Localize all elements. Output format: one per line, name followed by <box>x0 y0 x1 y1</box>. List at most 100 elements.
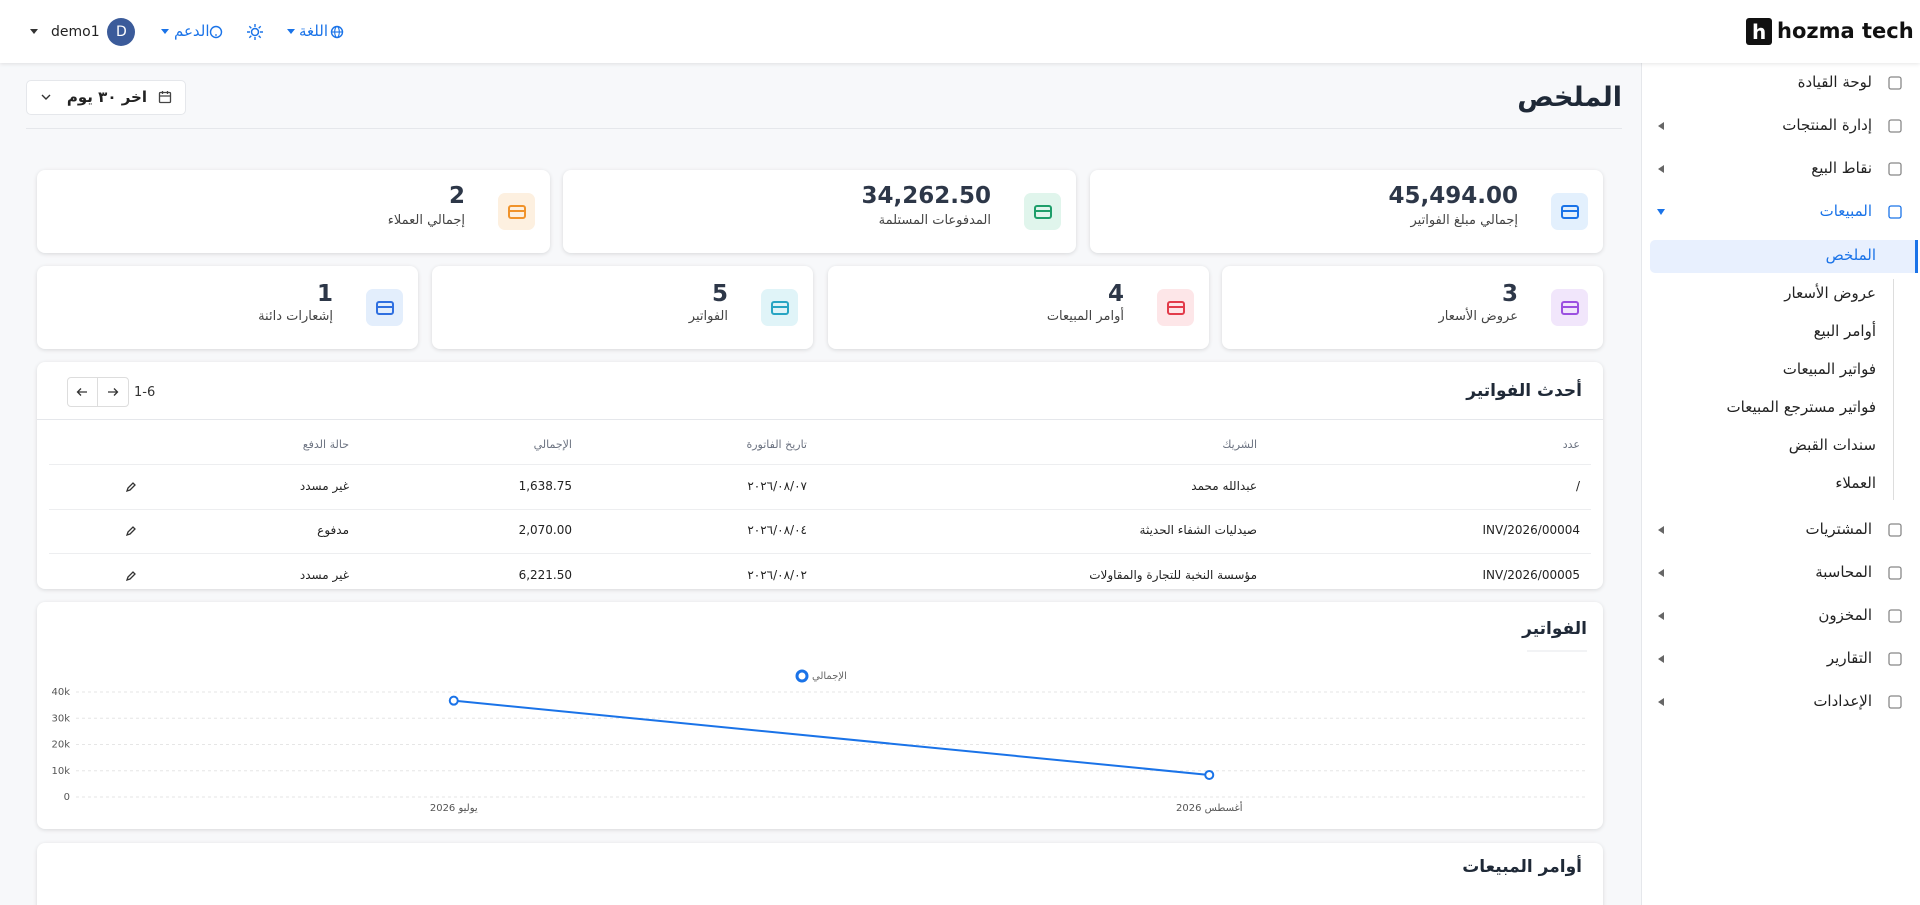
nav-item[interactable]: المبيعات <box>1819 202 1872 220</box>
support-link[interactable]: الدعم <box>174 22 210 40</box>
user-name[interactable]: demo1 <box>51 24 100 40</box>
prev-page-button[interactable] <box>67 377 98 407</box>
kpi-card: 4 أوامر المبيعات <box>828 266 1209 349</box>
kpi-label: إجمالي العملاء <box>387 213 465 228</box>
period-selector[interactable]: اخر ٣٠ يوم <box>26 80 186 115</box>
table-cell: INV/2026/00005 <box>1482 568 1580 582</box>
edit-button[interactable] <box>125 481 137 493</box>
table-title: أحدث الفواتير <box>1466 381 1582 401</box>
nav-item[interactable]: لوحة القيادة <box>1797 73 1872 91</box>
nav-caret <box>1658 698 1664 706</box>
kpi-card: 45,494.00 إجمالي مبلغ الفواتير <box>1090 170 1603 253</box>
y-tick-label: 20k <box>51 740 70 751</box>
nav-icon <box>1888 205 1902 219</box>
kpi-card: 5 الفواتير <box>432 266 813 349</box>
caret-shape <box>1658 655 1664 663</box>
nav-item[interactable]: نقاط البيع <box>1811 159 1872 177</box>
language-link[interactable]: اللغة <box>299 22 328 40</box>
kpi-icon <box>761 289 798 326</box>
submenu-item[interactable]: الملخص <box>1825 246 1876 264</box>
period-label: اخر ٣٠ يوم <box>66 88 147 106</box>
submenu-item[interactable]: فواتير مسترجع المبيعات <box>1726 398 1876 416</box>
nav-item[interactable]: المخزون <box>1818 606 1872 624</box>
legend-marker <box>795 669 809 683</box>
kpi-icon-glyph <box>1561 205 1579 219</box>
arrow-right <box>108 388 119 396</box>
invoices-chart: الفواتير 0 10k 20k 30k 40k يوليو 2026 أغسطس 20… <box>51 619 1587 814</box>
avatar[interactable]: D <box>107 18 135 46</box>
theme-toggle[interactable] <box>246 23 264 41</box>
table-cell: 2,070.00 <box>518 523 572 537</box>
kpi-value: 2 <box>448 183 465 209</box>
table-cell: / <box>1575 479 1580 493</box>
caret-shape <box>1658 122 1664 130</box>
chart-title: الفواتير <box>1521 619 1587 639</box>
kpi-icon <box>1024 193 1061 230</box>
nav-item[interactable]: المشتريات <box>1805 520 1872 538</box>
language-caret <box>287 29 295 34</box>
table-cell: مدفوع <box>317 523 349 537</box>
nav-icon-shape <box>1888 119 1902 133</box>
nav-item[interactable]: إدارة المنتجات <box>1782 116 1872 134</box>
kpi-label: إجمالي مبلغ الفواتير <box>1410 213 1519 228</box>
caret-shape <box>1658 569 1664 577</box>
nav-icon <box>1888 566 1902 580</box>
period-chevron <box>41 94 51 100</box>
kpi-icon-glyph <box>376 301 394 315</box>
nav-caret <box>1658 612 1664 620</box>
arrow-left <box>76 388 87 396</box>
y-tick-label: 0 <box>64 792 70 803</box>
kpi-icon-glyph <box>1561 301 1579 315</box>
edit-button[interactable] <box>125 570 137 582</box>
submenu-item[interactable]: العملاء <box>1835 474 1876 492</box>
nav-icon <box>1888 162 1902 176</box>
submenu-item[interactable]: فواتير المبيعات <box>1782 360 1876 378</box>
x-tick-label: يوليو 2026 <box>430 803 478 814</box>
nav-icon-shape <box>1888 652 1902 666</box>
nav-icon-shape <box>1888 76 1902 90</box>
active-submenu-bg <box>1650 240 1918 273</box>
kpi-icon-glyph <box>771 301 789 315</box>
column-header: الشريك <box>1222 438 1257 451</box>
column-header: تاريخ الفاتورة <box>746 438 807 451</box>
logo-mark: h <box>1752 20 1767 44</box>
table-cell: ٢٠٢٦/٠٨/٠٤ <box>747 523 807 537</box>
table-cell: 1,638.75 <box>518 479 572 493</box>
support-caret <box>161 29 169 34</box>
nav-item[interactable]: المحاسبة <box>1815 563 1872 581</box>
calendar-icon <box>158 91 172 104</box>
row-divider <box>49 553 1591 554</box>
kpi-label: الفواتير <box>688 309 728 324</box>
pencil-shape <box>125 526 136 537</box>
nav-icon-shape <box>1888 162 1902 176</box>
nav-caret <box>1658 526 1664 534</box>
title-divider <box>26 128 1622 129</box>
pencil-shape <box>125 482 136 493</box>
kpi-value: 45,494.00 <box>1388 183 1519 209</box>
nav-icon-shape <box>1888 695 1902 709</box>
next-page-button[interactable] <box>97 377 129 407</box>
y-tick-label: 30k <box>51 713 70 724</box>
submenu-rail <box>1893 279 1894 500</box>
submenu-item[interactable]: عروض الأسعار <box>1784 284 1876 302</box>
edit-button[interactable] <box>125 525 137 537</box>
nav-icon <box>1888 695 1902 709</box>
section-title: أوامر المبيعات <box>1462 857 1582 877</box>
table-cell: 6,221.50 <box>518 568 572 582</box>
nav-item[interactable]: الإعدادات <box>1813 692 1872 710</box>
kpi-icon <box>366 289 403 326</box>
series-line <box>453 699 1210 776</box>
nav-caret <box>1658 165 1664 173</box>
nav-item[interactable]: التقارير <box>1826 649 1872 667</box>
nav-icon <box>1888 119 1902 133</box>
table-cell: صيدليات الشفاء الحديثة <box>1139 523 1257 537</box>
submenu-item[interactable]: سندات القبض <box>1788 436 1876 454</box>
table-cell: عبدالله محمد <box>1191 479 1257 493</box>
nav-caret <box>1658 569 1664 577</box>
kpi-label: أوامر المبيعات <box>1046 309 1124 324</box>
data-point <box>448 695 459 706</box>
submenu-item[interactable]: أوامر البيع <box>1813 322 1876 340</box>
table-divider <box>37 419 1603 420</box>
kpi-card: 34,262.50 المدفوعات المستلمة <box>563 170 1076 253</box>
data-point <box>1204 769 1215 780</box>
